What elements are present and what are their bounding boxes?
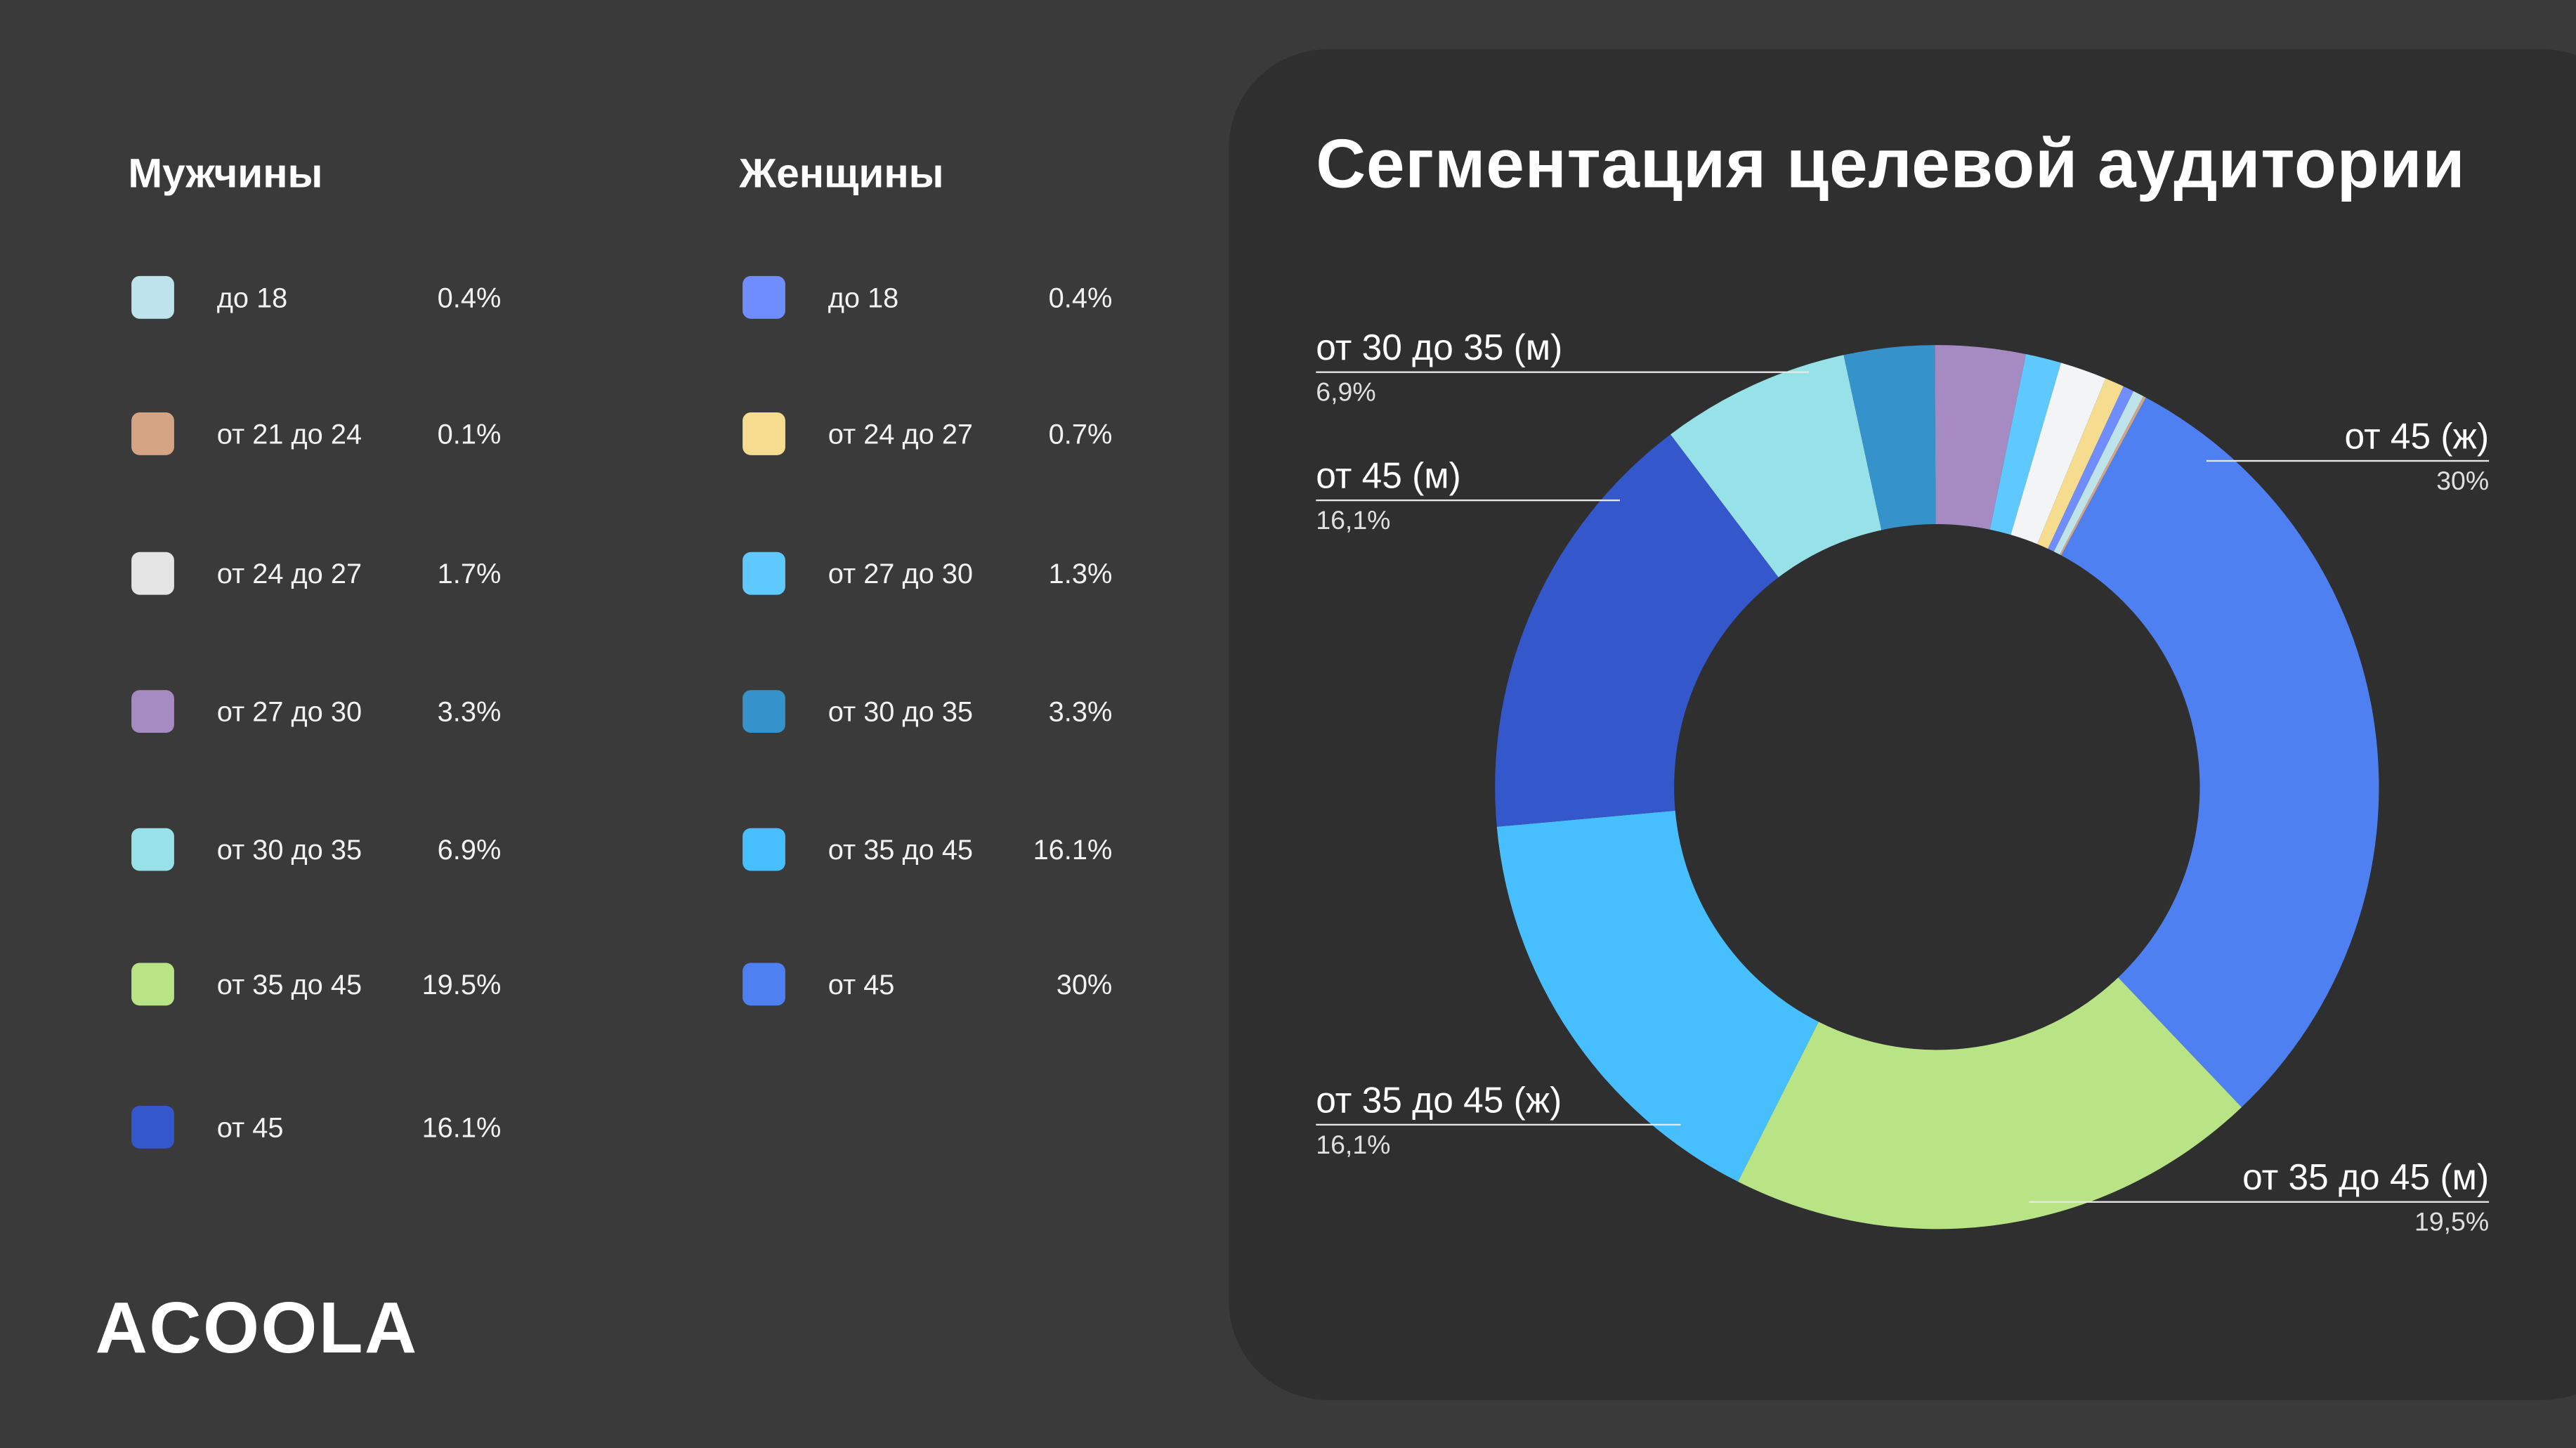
callout-line	[1316, 371, 1809, 373]
legend-label: от 27 до 30	[828, 559, 974, 590]
men-heading: Мужчины	[128, 151, 323, 197]
legend-swatch	[131, 552, 174, 595]
legend-item: до 18 0.4%	[743, 275, 1113, 325]
callout-m-45: от 45 (м) 16,1%	[1316, 455, 1620, 537]
callout-value: 19,5%	[2414, 1209, 2490, 1238]
callout-label: от 35 до 45 (м)	[2242, 1156, 2490, 1198]
donut-slice	[1671, 355, 1882, 578]
callout-label: от 30 до 35 (м)	[1316, 327, 1563, 368]
legend-swatch	[131, 828, 174, 871]
legend-label: от 30 до 35	[216, 835, 362, 866]
legend-item: от 45 16.1%	[131, 1105, 502, 1155]
legend-value: 3.3%	[437, 696, 502, 729]
legend-value: 1.3%	[1048, 559, 1113, 590]
legend-label: от 35 до 45	[216, 969, 362, 1001]
legend-value: 19.5%	[421, 969, 502, 1001]
legend-swatch	[743, 690, 785, 733]
donut-slice	[2037, 378, 2124, 549]
donut-slice	[1495, 434, 1779, 827]
legend-item: от 35 до 45 19.5%	[131, 963, 501, 1012]
legend-label: до 18	[828, 282, 899, 314]
legend-item: до 18 0.4%	[131, 275, 502, 325]
legend-value: 30%	[1056, 969, 1113, 1001]
callout-value: 30%	[2436, 468, 2490, 497]
donut-slice	[1737, 977, 2242, 1230]
legend-value: 0.4%	[1048, 282, 1113, 314]
legend-item: от 24 до 27 1.7%	[131, 552, 501, 601]
callout-line	[2029, 1201, 2490, 1203]
callout-value: 6,9%	[1316, 379, 1376, 407]
legend-swatch	[743, 275, 785, 319]
legend-value: 16.1%	[421, 1112, 502, 1144]
legend-value: 6.9%	[437, 835, 502, 866]
donut-slice	[2048, 386, 2134, 552]
legend-swatch	[131, 275, 174, 319]
donut-slice	[1496, 810, 1819, 1182]
legend-swatch	[131, 690, 174, 733]
callout-label: от 45 (м)	[1316, 455, 1461, 497]
callout-w-45: от 45 (ж) 30%	[2206, 415, 2490, 498]
women-heading: Женщины	[739, 151, 944, 197]
legend-label: от 21 до 24	[216, 419, 362, 450]
legend-label: от 30 до 35	[828, 696, 974, 729]
legend-label: от 45	[216, 1112, 284, 1144]
legend-value: 0.4%	[437, 282, 502, 314]
callout-m-35-45: от 35 до 45 (м) 19,5%	[2029, 1156, 2490, 1239]
callout-line	[1316, 499, 1620, 502]
callout-label: от 45 (ж)	[2344, 415, 2490, 457]
legend-item: от 35 до 45 16.1%	[743, 828, 1112, 878]
donut-slice	[2060, 396, 2146, 556]
legend-value: 0.1%	[437, 419, 502, 450]
legend-label: от 35 до 45	[828, 835, 974, 866]
legend-swatch	[131, 1105, 174, 1149]
legend-label: от 27 до 30	[216, 696, 362, 729]
callout-value: 16,1%	[1316, 507, 1391, 536]
legend-item: от 30 до 35 3.3%	[743, 690, 1112, 739]
donut-slice	[2053, 391, 2144, 555]
legend-label: от 24 до 27	[216, 559, 362, 590]
chart-title: Сегментация целевой аудитории	[1316, 124, 2466, 202]
legend-label: до 18	[216, 282, 288, 314]
legend-item: от 30 до 35 6.9%	[131, 828, 501, 878]
legend-swatch	[131, 963, 174, 1006]
legend-value: 3.3%	[1048, 696, 1113, 729]
donut-slice	[2061, 397, 2379, 1108]
legend-item: от 27 до 30 3.3%	[131, 690, 501, 739]
legend-item: от 24 до 27 0.7%	[743, 412, 1112, 462]
legend-swatch	[743, 412, 785, 455]
legend-value: 0.7%	[1048, 419, 1113, 450]
legend-swatch	[743, 552, 785, 595]
callout-label: от 35 до 45 (ж)	[1316, 1079, 1562, 1121]
legend-swatch	[743, 963, 785, 1006]
legend-value: 1.7%	[437, 559, 502, 590]
legend-value: 16.1%	[1033, 835, 1113, 866]
legend-swatch	[131, 412, 174, 455]
callout-value: 16,1%	[1316, 1132, 1391, 1161]
legend-swatch	[743, 828, 785, 871]
donut-slice	[1843, 345, 1936, 530]
callout-line	[2206, 459, 2490, 462]
legend-label: от 45	[828, 969, 895, 1001]
legend-label: от 24 до 27	[828, 419, 974, 450]
acoola-logo: ACOOLA	[95, 1288, 419, 1369]
donut-slice	[1989, 354, 2061, 535]
donut-slice	[1935, 345, 2027, 530]
callout-w-35-45: от 35 до 45 (ж) 16,1%	[1316, 1079, 1681, 1162]
donut-slice	[2011, 363, 2106, 544]
callout-m-30-35: от 30 до 35 (м) 6,9%	[1316, 327, 1809, 409]
legend-item: от 21 до 24 0.1%	[131, 412, 501, 462]
legend-item: от 45 30%	[743, 963, 1112, 1012]
legend-item: от 27 до 30 1.3%	[743, 552, 1112, 601]
callout-line	[1316, 1123, 1681, 1126]
